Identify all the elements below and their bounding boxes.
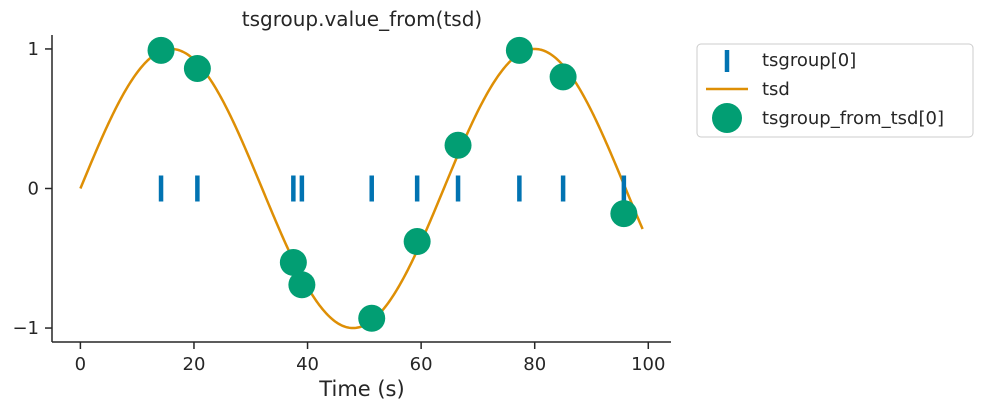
tsd-line [79,47,644,330]
tsgroup-from-tsd-point [288,271,316,299]
tsgroup-from-tsd-point [549,63,577,91]
x-tick-label: 40 [296,354,319,375]
x-tick-label: 80 [523,354,546,375]
tsgroup-from-tsd-point [147,36,175,64]
chart-title: tsgroup.value_from(tsd) [242,7,482,31]
legend-marker-tsgroup-from-tsd [712,103,742,133]
tsgroup-from-tsd-point [610,200,638,228]
legend-frame [696,43,974,138]
x-ticks: 0 20 40 60 80 100 [75,342,665,375]
legend-label-tsgroup-from-tsd: tsgroup_from_tsd[0] [762,108,944,129]
plot-area [79,36,644,332]
legend: tsgroup[0] tsd tsgroup_from_tsd[0] [696,43,974,138]
tsgroup-from-tsd-point [183,54,211,82]
y-tick-label: 0 [28,179,39,200]
tsgroup-from-tsd-point [444,131,472,159]
y-ticks: −1 0 1 [12,39,52,339]
x-axis-label: Time (s) [318,377,404,401]
axes [51,35,671,343]
legend-label-tsgroup: tsgroup[0] [762,50,856,71]
x-tick-label: 60 [410,354,433,375]
tsgroup-from-tsd-point [279,248,307,276]
tsgroup-from-tsd-point [403,228,431,256]
y-tick-label: −1 [12,318,39,339]
tsgroup-from-tsd-point [505,36,533,64]
x-tick-label: 100 [631,354,665,375]
x-tick-label: 0 [75,354,86,375]
tsgroup-from-tsd-point [358,304,386,332]
legend-label-tsd: tsd [762,79,790,100]
y-tick-label: 1 [28,39,39,60]
x-tick-label: 20 [183,354,206,375]
